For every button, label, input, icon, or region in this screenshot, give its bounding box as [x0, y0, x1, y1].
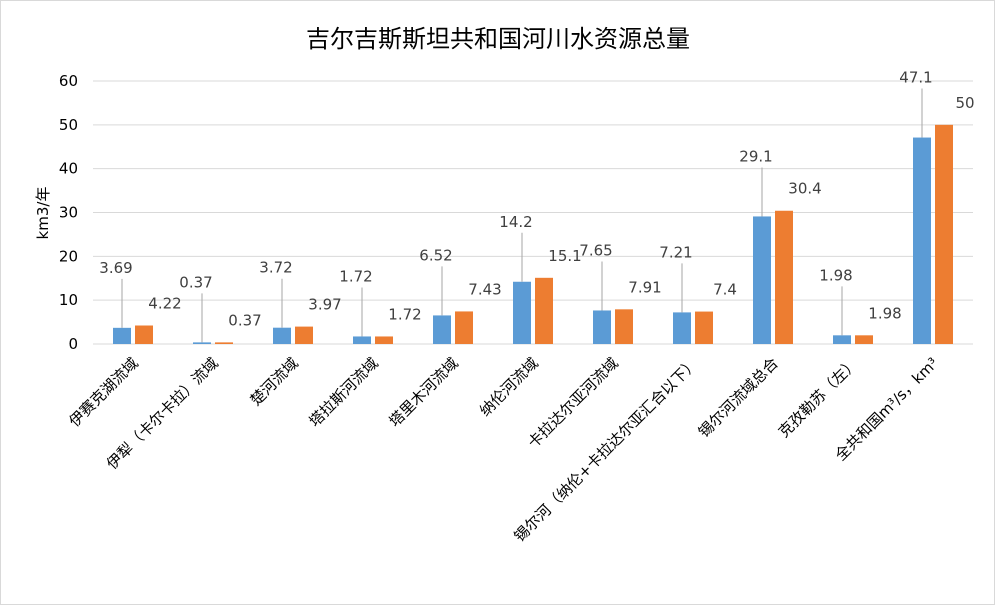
bar-series2: [935, 124, 953, 344]
y-tick-label: 10: [59, 291, 78, 309]
bar-series2: [375, 336, 393, 344]
y-tick-label: 0: [68, 335, 78, 353]
bar-series2: [135, 325, 153, 344]
y-tick-label: 30: [59, 204, 78, 222]
data-label-series2: 30.4: [788, 180, 821, 198]
bar-series1: [833, 335, 851, 344]
bar-series2: [535, 277, 553, 344]
bar-series2: [615, 309, 633, 344]
data-label-series1: 6.52: [419, 246, 452, 264]
data-label-series2: 1.72: [388, 305, 421, 323]
bar-series2: [295, 326, 313, 344]
data-label-series1: 1.98: [819, 266, 852, 284]
bar-series1: [433, 315, 451, 344]
bars: [113, 124, 953, 344]
x-category-label: 锡尔河流域总合: [695, 354, 782, 441]
bar-series1: [913, 137, 931, 344]
bar-series2: [215, 342, 233, 344]
data-label-series1: 1.72: [339, 267, 372, 285]
x-category-label: 伊赛克湖流域: [65, 354, 141, 430]
data-label-series2: 15.1: [548, 247, 581, 265]
x-category-label: 锡尔河（纳伦+卡拉达尔亚汇合以下）: [511, 354, 702, 545]
x-category-label: 纳伦河流域: [476, 354, 542, 420]
x-category-label: 克孜勒苏（左）: [775, 354, 862, 441]
y-tick-label: 50: [59, 116, 78, 134]
bar-series1: [753, 216, 771, 344]
data-label-series2: 7.4: [713, 281, 737, 299]
data-label-series2: 50: [955, 94, 974, 112]
data-labels: 3.694.220.370.373.723.971.721.726.527.43…: [99, 69, 974, 330]
y-tick-label: 20: [59, 247, 78, 265]
data-label-series1: 47.1: [899, 69, 932, 87]
chart-title: 吉尔吉斯斯坦共和国河川水资源总量: [306, 25, 690, 53]
data-label-series2: 7.43: [468, 280, 501, 298]
y-axis-ticks: 0 10 20 30 40 50 60: [59, 72, 78, 353]
bar-series1: [113, 327, 131, 344]
y-tick-label: 40: [59, 160, 78, 178]
x-category-label: 塔里木河流域: [385, 354, 461, 430]
bar-series2: [775, 210, 793, 344]
y-axis-label: km3/年: [34, 187, 52, 240]
label-leader-lines: [121, 88, 923, 343]
bar-series1: [353, 336, 371, 344]
x-category-label: 楚河流域: [247, 354, 302, 409]
bar-series1: [273, 327, 291, 344]
y-tick-label: 60: [59, 72, 78, 90]
data-label-series2: 0.37: [228, 311, 261, 329]
data-label-series1: 7.65: [579, 241, 612, 259]
bar-series1: [193, 342, 211, 344]
bar-series2: [455, 311, 473, 344]
data-label-series1: 14.2: [499, 213, 532, 231]
data-label-series1: 29.1: [739, 147, 772, 165]
bar-series2: [855, 335, 873, 344]
bar-series1: [513, 281, 531, 344]
x-category-label: 塔拉斯河流域: [305, 354, 381, 430]
gridlines: [93, 80, 973, 345]
bar-series1: [673, 312, 691, 344]
data-label-series1: 0.37: [179, 273, 212, 291]
data-label-series2: 3.97: [308, 296, 341, 314]
data-label-series2: 7.91: [628, 278, 661, 296]
data-label-series1: 3.69: [99, 259, 132, 277]
data-label-series2: 4.22: [148, 295, 181, 313]
data-label-series1: 7.21: [659, 243, 692, 261]
bar-series2: [695, 311, 713, 344]
data-label-series1: 3.72: [259, 259, 292, 277]
bar-series1: [593, 310, 611, 344]
data-label-series2: 1.98: [868, 304, 901, 322]
